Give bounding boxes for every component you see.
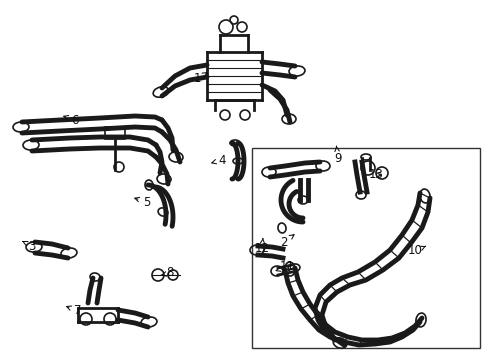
Text: 5: 5 bbox=[135, 195, 151, 208]
Text: 13: 13 bbox=[368, 168, 384, 181]
Bar bbox=[252, 148, 480, 348]
Text: 10: 10 bbox=[408, 244, 425, 257]
Text: 11: 11 bbox=[276, 261, 294, 274]
Text: 12: 12 bbox=[254, 239, 270, 255]
Text: 6: 6 bbox=[64, 113, 79, 126]
Text: 4: 4 bbox=[212, 153, 226, 166]
Text: 3: 3 bbox=[23, 239, 36, 252]
Text: 9: 9 bbox=[334, 146, 342, 165]
Text: 8: 8 bbox=[161, 266, 173, 279]
Text: 2: 2 bbox=[280, 235, 294, 248]
Text: 7: 7 bbox=[67, 305, 82, 318]
Text: 1: 1 bbox=[193, 72, 207, 85]
Bar bbox=[105, 127, 125, 139]
